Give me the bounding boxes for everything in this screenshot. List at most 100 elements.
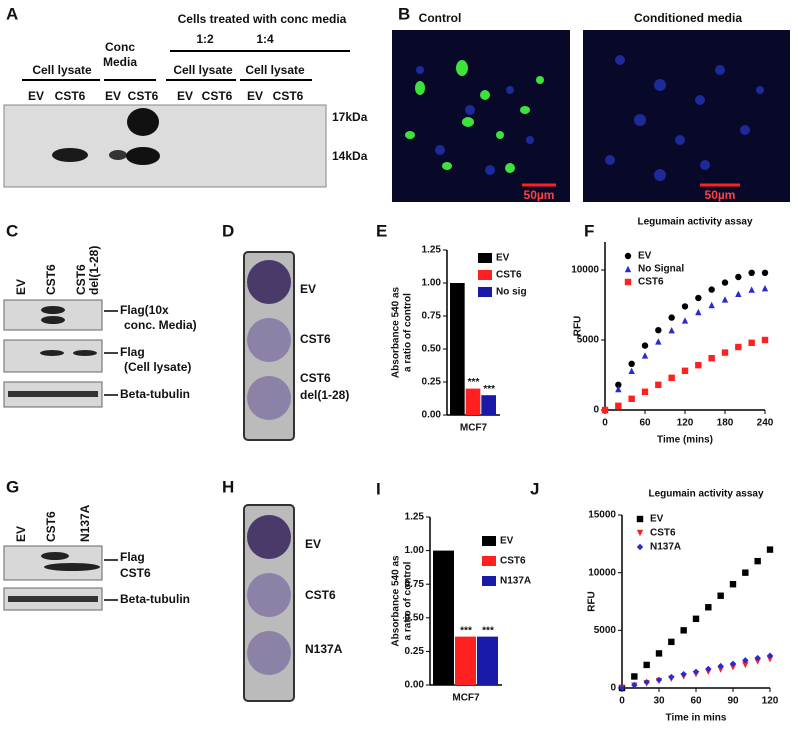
- panel-label: F: [584, 221, 594, 240]
- legend-swatch: [478, 287, 492, 297]
- lane-label: EV: [177, 89, 193, 103]
- band: [8, 391, 98, 397]
- lane-label: EV: [14, 279, 28, 295]
- row-label: Flag: [120, 345, 145, 359]
- panel-label: J: [530, 479, 539, 498]
- ratio: 1:2: [196, 32, 214, 46]
- x-axis-label: Time in mins: [666, 713, 727, 724]
- point: [668, 374, 675, 381]
- lane-label: CST6: [55, 89, 86, 103]
- point: [766, 546, 774, 553]
- point: [717, 592, 724, 599]
- size-marker: 17kDa: [332, 110, 368, 124]
- nuclei: [416, 55, 764, 181]
- scale-label: 50µm: [524, 188, 555, 202]
- legend-label: N137A: [500, 576, 531, 587]
- group-label: Cell lysate: [173, 63, 233, 77]
- group-label: Conc: [105, 40, 135, 54]
- point: [680, 670, 687, 678]
- x-tick-label: 30: [653, 696, 665, 707]
- x-tick-label: 0: [602, 418, 608, 429]
- row-label: (Cell lysate): [124, 360, 191, 374]
- point: [748, 269, 755, 276]
- row-label: conc. Media): [124, 318, 197, 332]
- group-label: Cell lysate: [32, 63, 92, 77]
- band: [44, 563, 100, 571]
- lane-label: CST6: [202, 89, 233, 103]
- point: [748, 339, 755, 346]
- bar: [481, 395, 496, 415]
- panel-label: B: [398, 4, 410, 23]
- y-tick-label: 0.75: [405, 579, 425, 590]
- band: [8, 596, 98, 602]
- lane-label: del(1-28): [87, 246, 101, 295]
- y-tick-label: 15000: [588, 510, 616, 521]
- point: [742, 657, 749, 664]
- point: [735, 273, 742, 281]
- y-tick-label: 0.00: [405, 680, 425, 691]
- point: [721, 296, 729, 303]
- point: [708, 355, 715, 362]
- point: [641, 342, 649, 349]
- legend-label: EV: [638, 251, 652, 262]
- y-tick-label: 0: [610, 683, 616, 694]
- x-tick-label: MCF7: [452, 693, 480, 704]
- lane-label: EV: [105, 89, 121, 103]
- point: [668, 673, 675, 681]
- lane-label: EV: [28, 89, 44, 103]
- point: [681, 317, 689, 324]
- point: [631, 681, 638, 689]
- point: [721, 279, 729, 286]
- micrograph: [392, 30, 570, 202]
- legend-swatch: [482, 576, 496, 586]
- legend-swatch: [478, 253, 492, 263]
- y-tick-label: 10000: [588, 567, 616, 578]
- point: [624, 265, 632, 273]
- point: [628, 367, 635, 374]
- panel-label: G: [6, 477, 19, 496]
- panel-label: C: [6, 221, 18, 240]
- well-label: EV: [300, 282, 316, 296]
- panel-label: E: [376, 221, 387, 240]
- y-axis-label: Absorbance 540 as: [391, 555, 402, 647]
- point: [729, 660, 737, 667]
- panel-label: H: [222, 477, 234, 496]
- y-tick-label: 0.50: [422, 344, 442, 355]
- row-label: Beta-tubulin: [120, 387, 190, 401]
- legend-label: EV: [500, 536, 514, 547]
- point: [624, 252, 632, 260]
- band: [73, 350, 97, 356]
- ratio: 1:4: [256, 32, 274, 46]
- point: [729, 664, 737, 671]
- well-label: CST6: [305, 588, 336, 602]
- panel-label: A: [6, 4, 18, 23]
- point: [766, 652, 774, 659]
- lane-label: CST6: [273, 89, 304, 103]
- blot: [3, 104, 327, 188]
- band: [41, 552, 69, 560]
- x-tick-label: 120: [677, 418, 694, 429]
- legend-label: EV: [496, 253, 510, 264]
- point: [655, 327, 662, 334]
- point: [618, 684, 626, 692]
- legend-label: EV: [650, 514, 664, 525]
- lane-label: CST6: [128, 89, 159, 103]
- x-tick-label: 90: [727, 696, 739, 707]
- point: [681, 367, 689, 374]
- point: [641, 352, 649, 359]
- header: Cells treated with conc media: [178, 12, 347, 26]
- point: [641, 388, 649, 395]
- y-axis-label: Absorbance 540 as: [391, 286, 402, 378]
- legend-label: No Signal: [638, 264, 684, 275]
- well-label: EV: [305, 537, 321, 551]
- x-tick-label: 180: [717, 418, 734, 429]
- point: [628, 360, 635, 367]
- panel-label: I: [376, 479, 381, 498]
- point: [761, 285, 769, 292]
- scale-label: 50µm: [705, 188, 736, 202]
- point: [680, 627, 687, 634]
- point: [628, 395, 635, 402]
- point: [643, 661, 650, 669]
- band: [127, 108, 159, 136]
